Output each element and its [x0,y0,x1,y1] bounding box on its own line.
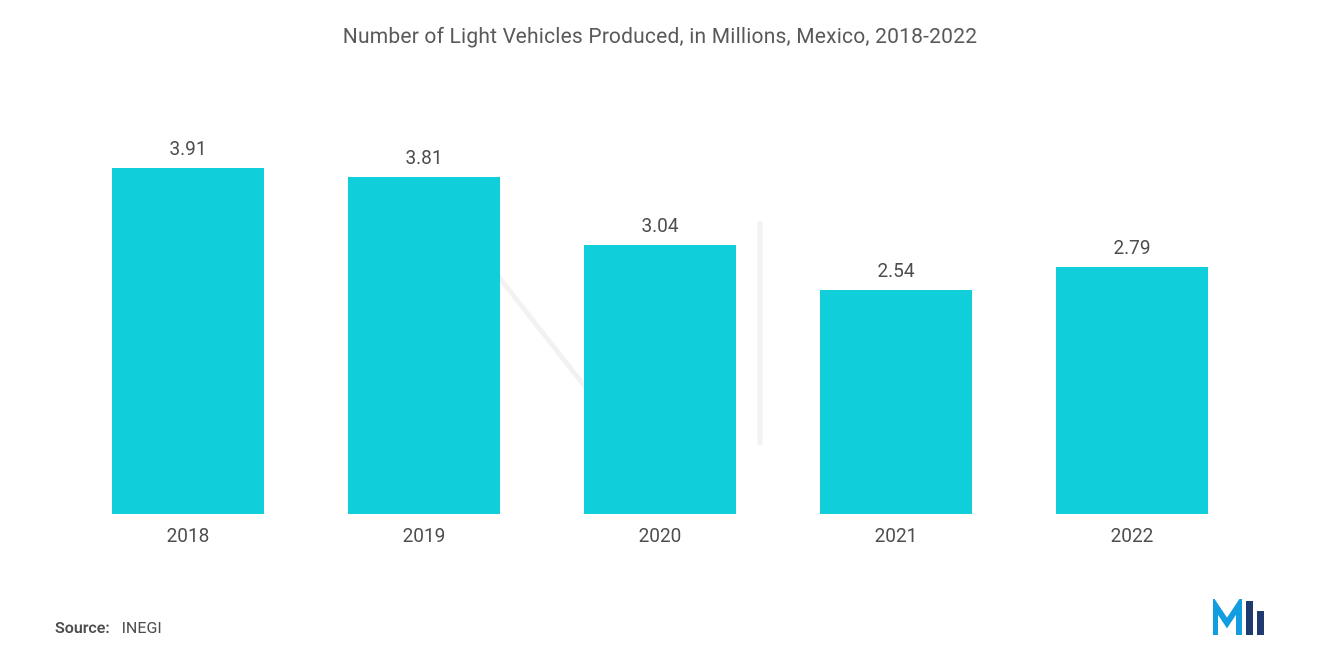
bar-group: 3.04 [566,99,755,514]
bar-value-label: 3.81 [405,146,442,169]
bar [348,177,499,514]
bar-value-label: 3.04 [641,214,678,237]
bar-stack: 3.04 [566,99,755,514]
x-tick-label: 2018 [94,524,283,547]
chart-footer: Source: INEGI [55,599,1265,637]
bar [820,290,971,514]
x-tick-label: 2022 [1038,524,1227,547]
bar-stack: 3.91 [94,99,283,514]
bar [112,168,263,514]
source-value: INEGI [122,618,162,637]
brand-logo [1213,599,1265,637]
chart-container: Number of Light Vehicles Produced, in Mi… [0,0,1320,665]
bar-stack: 3.81 [330,99,519,514]
bar-group: 3.91 [94,99,283,514]
plot-area: 3.91 3.81 3.04 2.54 2.79 [40,99,1280,514]
source-text: Source: INEGI [55,618,162,637]
bar [1056,267,1207,514]
bar-value-label: 2.79 [1113,236,1150,259]
bar-group: 2.79 [1038,99,1227,514]
bar-stack: 2.54 [802,99,991,514]
source-label: Source: [55,618,110,637]
logo-bar-right [1257,611,1264,635]
x-tick-label: 2019 [330,524,519,547]
bar-value-label: 2.54 [877,259,914,282]
x-axis: 2018 2019 2020 2021 2022 [40,514,1280,547]
x-tick-label: 2021 [802,524,991,547]
x-tick-label: 2020 [566,524,755,547]
bar-value-label: 3.91 [169,137,206,160]
chart-title: Number of Light Vehicles Produced, in Mi… [40,25,1280,49]
logo-m-path [1215,605,1239,635]
bar-stack: 2.79 [1038,99,1227,514]
bar-group: 2.54 [802,99,991,514]
bar [584,245,735,514]
bar-group: 3.81 [330,99,519,514]
logo-bar-left [1246,601,1253,635]
